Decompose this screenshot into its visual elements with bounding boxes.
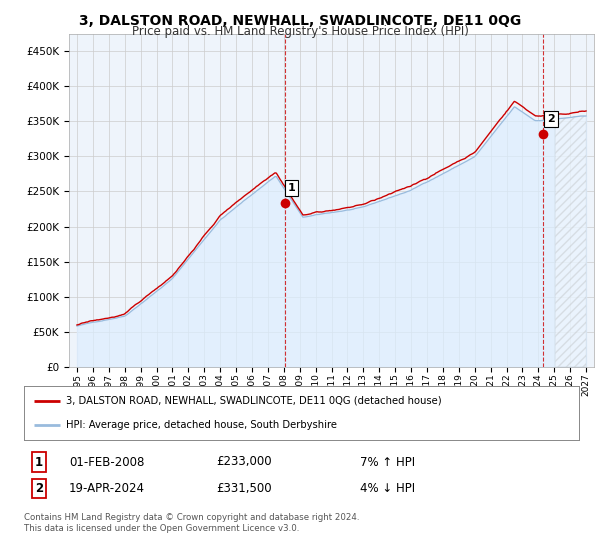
Text: £331,500: £331,500 (216, 482, 272, 495)
Text: £233,000: £233,000 (216, 455, 272, 469)
Text: 3, DALSTON ROAD, NEWHALL, SWADLINCOTE, DE11 0QG: 3, DALSTON ROAD, NEWHALL, SWADLINCOTE, D… (79, 14, 521, 28)
Text: 01-FEB-2008: 01-FEB-2008 (69, 455, 145, 469)
Text: HPI: Average price, detached house, South Derbyshire: HPI: Average price, detached house, Sout… (65, 420, 337, 430)
Text: 1: 1 (287, 183, 295, 193)
Text: 2: 2 (547, 114, 555, 124)
Text: 1: 1 (35, 455, 43, 469)
Text: 4% ↓ HPI: 4% ↓ HPI (360, 482, 415, 495)
Text: Price paid vs. HM Land Registry's House Price Index (HPI): Price paid vs. HM Land Registry's House … (131, 25, 469, 38)
Text: This data is licensed under the Open Government Licence v3.0.: This data is licensed under the Open Gov… (24, 524, 299, 533)
Text: Contains HM Land Registry data © Crown copyright and database right 2024.: Contains HM Land Registry data © Crown c… (24, 513, 359, 522)
Text: 19-APR-2024: 19-APR-2024 (69, 482, 145, 495)
Text: 3, DALSTON ROAD, NEWHALL, SWADLINCOTE, DE11 0QG (detached house): 3, DALSTON ROAD, NEWHALL, SWADLINCOTE, D… (65, 396, 441, 406)
Text: 7% ↑ HPI: 7% ↑ HPI (360, 455, 415, 469)
Text: 2: 2 (35, 482, 43, 495)
